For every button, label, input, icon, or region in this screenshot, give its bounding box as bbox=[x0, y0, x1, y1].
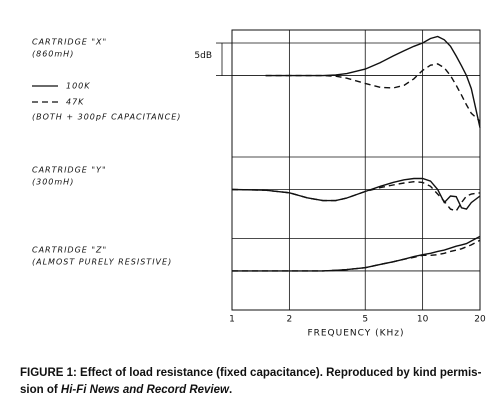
panel-label: CARTRIDGE "Z" bbox=[32, 246, 107, 255]
caption-part: . bbox=[229, 384, 232, 396]
response-curve bbox=[232, 239, 481, 272]
panel-label: (300mH) bbox=[32, 178, 74, 187]
x-tick-label: 10 bbox=[417, 315, 429, 325]
legend-label: 100K bbox=[66, 82, 91, 91]
panel-label: CARTRIDGE "X" bbox=[32, 38, 107, 47]
panel-label: CARTRIDGE "Y" bbox=[32, 166, 107, 175]
x-axis-title: FREQUENCY (KHz) bbox=[307, 329, 404, 339]
caption-part: Hi-Fi News and Record Review bbox=[61, 384, 230, 396]
caption: sion of Hi-Fi News and Record Review. bbox=[20, 384, 232, 396]
legend-label: 47K bbox=[66, 98, 84, 107]
legend-note: (BOTH + 300pF CAPACITANCE) bbox=[32, 113, 181, 122]
caption: FIGURE 1: Effect of load resistance (fix… bbox=[20, 367, 482, 379]
x-tick-label: 1 bbox=[229, 315, 235, 325]
response-curve bbox=[231, 180, 481, 212]
response-curve bbox=[265, 63, 481, 122]
panel-label: (ALMOST PURELY RESISTIVE) bbox=[32, 258, 172, 267]
panel-label: (860mH) bbox=[32, 50, 74, 59]
caption-part: sion of bbox=[20, 384, 61, 396]
x-tick-label: 2 bbox=[287, 315, 293, 325]
x-tick-label: 20 bbox=[474, 315, 486, 325]
x-tick-label: 5 bbox=[362, 315, 368, 325]
scale-bar-label: 5dB bbox=[194, 51, 212, 61]
